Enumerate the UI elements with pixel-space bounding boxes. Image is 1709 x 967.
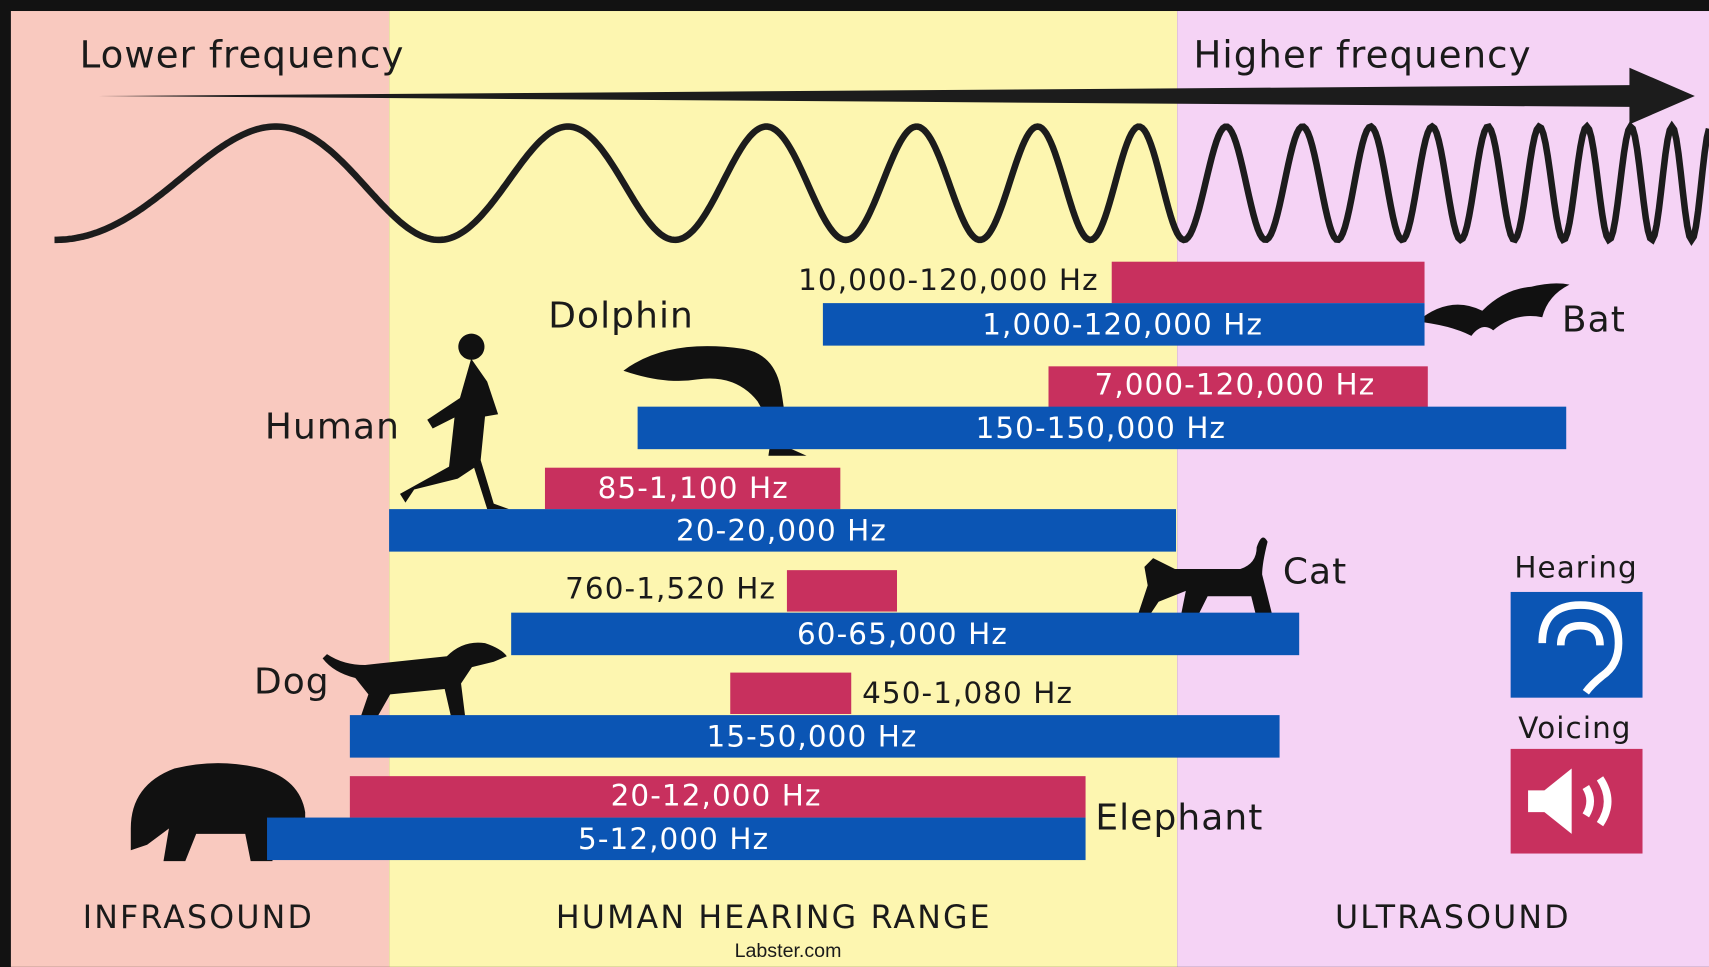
hearing-range: 60-65,000 Hz bbox=[797, 617, 1008, 651]
silhouettes bbox=[130, 283, 1570, 862]
elephant-icon bbox=[130, 763, 306, 862]
hearing-range: 5-12,000 Hz bbox=[578, 822, 769, 856]
dolphin-icon bbox=[623, 346, 807, 456]
wave bbox=[54, 120, 1709, 247]
frequency-arrow bbox=[98, 67, 1695, 125]
voicing-range: 760-1,520 Hz bbox=[565, 571, 776, 605]
voicing-range: 20-12,000 Hz bbox=[611, 778, 822, 812]
animal-name: Elephant bbox=[1095, 798, 1263, 839]
voicing-bar bbox=[1111, 261, 1425, 304]
voicing-bar bbox=[544, 467, 841, 510]
sound-waves bbox=[1582, 776, 1612, 827]
region-label: ULTRASOUND bbox=[1335, 900, 1571, 936]
animal-name: Dog bbox=[254, 662, 330, 703]
animal-name: Cat bbox=[1283, 551, 1348, 592]
hearing-bar bbox=[637, 406, 1567, 450]
human-icon bbox=[400, 333, 509, 510]
voicing-range: 450-1,080 Hz bbox=[862, 676, 1073, 710]
hearing-range: 15-50,000 Hz bbox=[707, 719, 918, 753]
animal-name: Bat bbox=[1562, 300, 1626, 341]
legend-voicing: Voicing bbox=[1518, 711, 1631, 745]
hearing-bar bbox=[267, 817, 1086, 861]
voicing-bar bbox=[786, 570, 898, 612]
hearing-bar bbox=[349, 715, 1280, 758]
animal-name: Human bbox=[265, 406, 400, 447]
voicing-bar bbox=[349, 776, 1086, 818]
bat-icon bbox=[1416, 283, 1570, 336]
hearing-range: 20-20,000 Hz bbox=[676, 514, 887, 548]
hearing-range: 1,000-120,000 Hz bbox=[982, 308, 1263, 342]
hearing-bar bbox=[389, 509, 1177, 552]
animal-name: Dolphin bbox=[548, 295, 694, 336]
ear-icon bbox=[1538, 601, 1623, 695]
region-label: INFRASOUND bbox=[83, 900, 314, 936]
legend-hearing: Hearing bbox=[1514, 551, 1637, 585]
higher-frequency: Higher frequency bbox=[1193, 33, 1531, 76]
voicing-range: 85-1,100 Hz bbox=[598, 471, 789, 505]
cat-icon bbox=[1136, 537, 1274, 619]
hearing-bar bbox=[511, 612, 1300, 656]
hearing-range: 150-150,000 Hz bbox=[976, 411, 1227, 445]
voicing-bar bbox=[730, 672, 852, 715]
voicing-range: 10,000-120,000 Hz bbox=[798, 263, 1099, 297]
region-label: HUMAN HEARING RANGE bbox=[556, 900, 992, 936]
lower-frequency: Lower frequency bbox=[80, 33, 405, 76]
voicing-range: 7,000-120,000 Hz bbox=[1095, 367, 1376, 401]
speaker-icon bbox=[1528, 768, 1572, 834]
dog-icon bbox=[322, 642, 507, 733]
hearing-bar bbox=[822, 303, 1425, 346]
footer: Labster.com bbox=[735, 940, 842, 962]
voicing-bar bbox=[1048, 366, 1428, 408]
